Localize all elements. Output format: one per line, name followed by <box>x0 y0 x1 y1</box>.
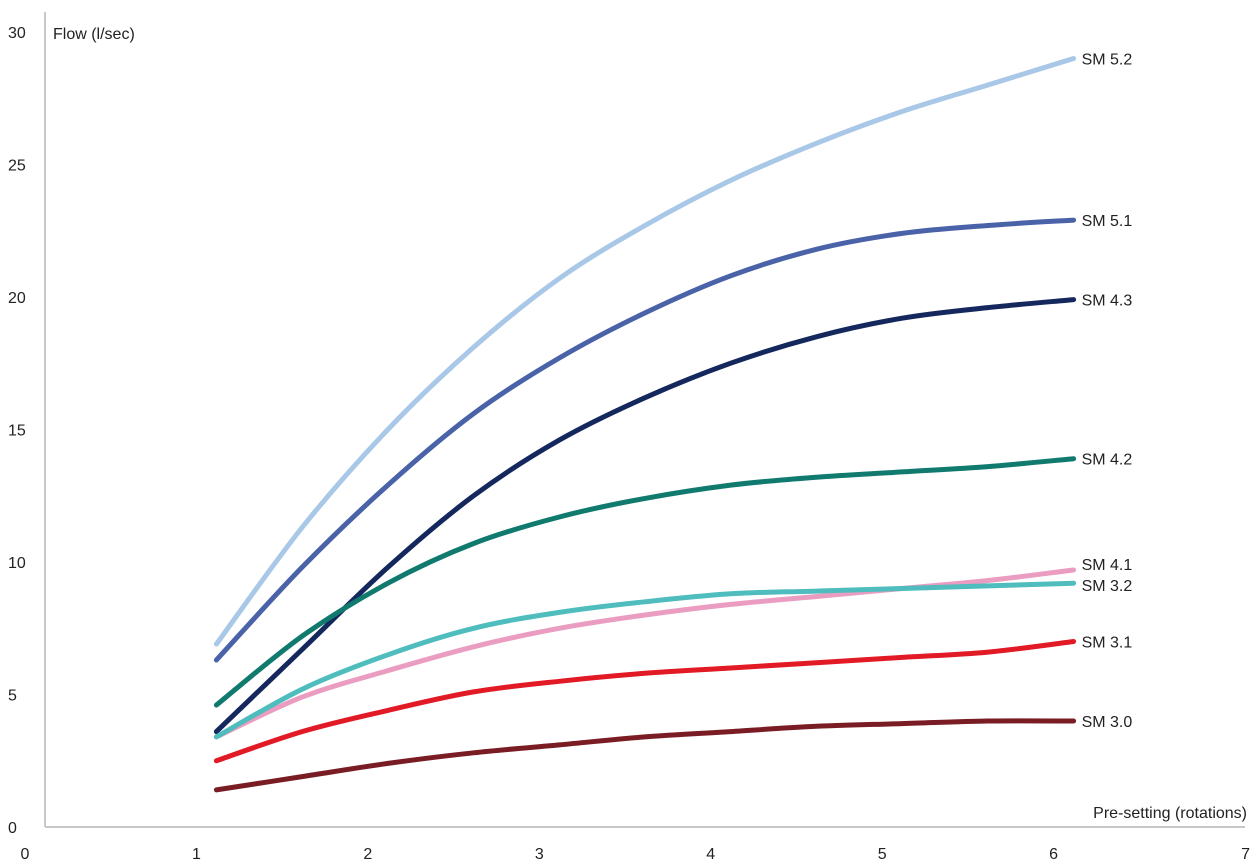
series-label: SM 5.1 <box>1082 213 1133 230</box>
series-label: SM 4.1 <box>1082 557 1133 574</box>
x-tick-label: 2 <box>363 846 372 863</box>
series-label: SM 3.2 <box>1082 578 1133 595</box>
y-tick-label: 30 <box>8 25 26 42</box>
series-line-sm-4-2 <box>213 456 1077 708</box>
series-line-sm-5-2 <box>213 56 1077 647</box>
series-label: SM 3.1 <box>1082 635 1133 652</box>
x-tick-label: 1 <box>192 846 201 863</box>
series-label: SM 4.3 <box>1082 293 1133 310</box>
series-line-sm-3-0 <box>213 718 1077 793</box>
series-lines <box>213 56 1077 793</box>
y-tick-labels: 0 5 10 15 20 25 30 <box>8 25 26 837</box>
y-tick-label: 15 <box>8 423 26 440</box>
y-tick-label: 25 <box>8 158 26 175</box>
y-tick-label: 20 <box>8 290 26 307</box>
series-label: SM 5.2 <box>1082 52 1133 69</box>
y-axis-title: Flow (l/sec) <box>53 26 135 43</box>
x-tick-label: 4 <box>706 846 715 863</box>
y-tick-label: 0 <box>8 820 17 837</box>
y-tick-label: 5 <box>8 688 17 705</box>
x-tick-label: 0 <box>21 846 30 863</box>
x-tick-label: 6 <box>1049 846 1058 863</box>
x-tick-label: 3 <box>535 846 544 863</box>
series-labels: SM 5.2 SM 5.1 SM 4.3 SM 4.2 SM 4.1 SM 3.2 SM 3… <box>1082 52 1133 732</box>
series-label: SM 3.0 <box>1082 714 1133 731</box>
x-tick-label: 5 <box>878 846 887 863</box>
series-line-sm-4-3 <box>213 297 1077 735</box>
series-line-sm-3-1 <box>213 639 1077 764</box>
x-axis-title: Pre-setting (rotations) <box>1093 805 1247 822</box>
x-tick-label: 7 <box>1241 846 1250 863</box>
axes <box>44 12 1245 828</box>
series-label: SM 4.2 <box>1082 452 1133 469</box>
series-line-sm-5-1 <box>213 217 1077 663</box>
x-tick-labels: 0 1 2 3 4 5 6 7 <box>21 846 1251 863</box>
y-tick-label: 10 <box>8 555 26 572</box>
series-line-sm-3-2 <box>213 580 1077 740</box>
